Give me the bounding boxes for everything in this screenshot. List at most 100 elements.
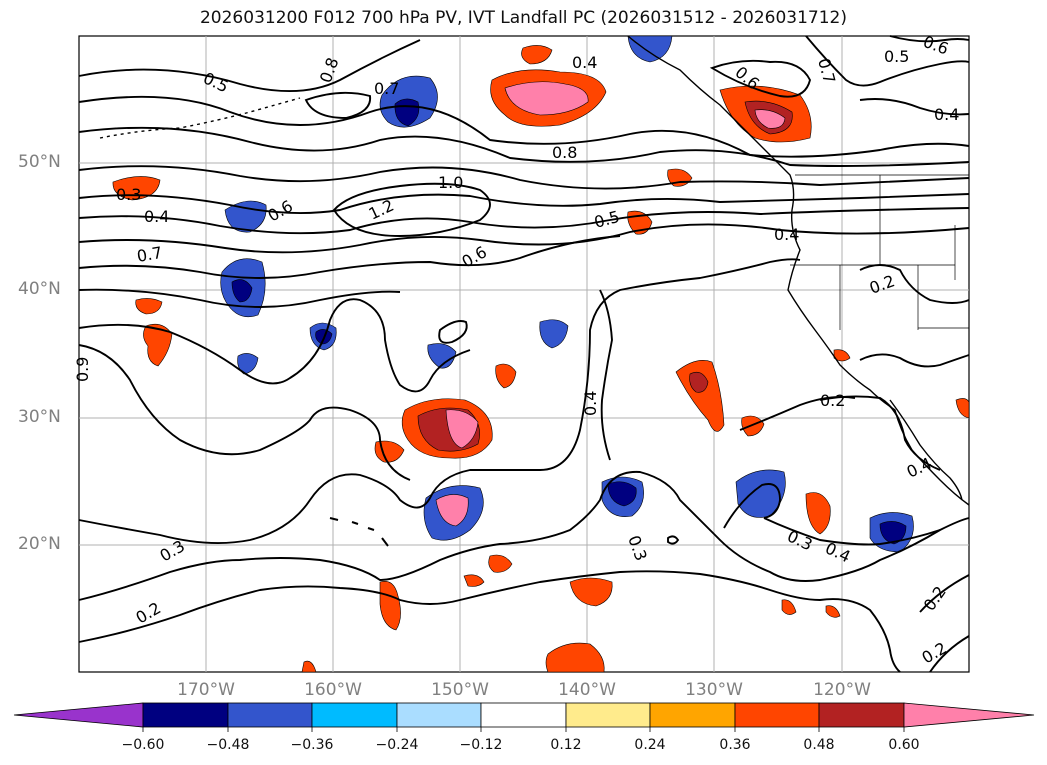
lon-label: 140°W bbox=[558, 680, 616, 700]
ivt-contour bbox=[78, 344, 411, 481]
ivt-contour bbox=[929, 635, 970, 673]
lon-label: 120°W bbox=[813, 680, 871, 700]
pv-blob bbox=[488, 554, 513, 573]
pv-blob bbox=[463, 574, 485, 587]
colorbar-tick: −0.36 bbox=[290, 737, 334, 753]
pv-blob bbox=[545, 642, 605, 673]
ivt-contours bbox=[78, 35, 970, 673]
lon-label: 160°W bbox=[304, 680, 362, 700]
lat-label: 50°N bbox=[18, 152, 61, 172]
colorbar-cell bbox=[142, 702, 229, 728]
lat-label: 30°N bbox=[18, 407, 61, 427]
colorbar-cell bbox=[649, 702, 736, 728]
pv-blob bbox=[135, 298, 163, 315]
pv-blob bbox=[143, 323, 173, 367]
ivt-contour bbox=[763, 517, 941, 546]
contour-label: 0.4 bbox=[774, 225, 799, 244]
ivt-contour bbox=[78, 207, 970, 235]
ivt-contour-closed bbox=[709, 59, 812, 98]
ivt-contour bbox=[78, 235, 621, 279]
lon-label: 130°W bbox=[685, 680, 743, 700]
contour-label: 0.2 bbox=[820, 391, 845, 410]
ivt-contour bbox=[723, 483, 781, 529]
colorbar-cell bbox=[480, 702, 567, 728]
baja-peninsula bbox=[889, 399, 963, 501]
colorbar-cell bbox=[311, 702, 398, 728]
pv-blob bbox=[735, 469, 786, 518]
ivt-contour-closed bbox=[304, 91, 372, 119]
pv-blob bbox=[879, 521, 907, 545]
ivt-contour-closed bbox=[332, 182, 491, 237]
contour-label: 0.4 bbox=[934, 105, 959, 124]
ivt-contour bbox=[78, 39, 421, 93]
pv-blob bbox=[805, 492, 831, 535]
pv-blob bbox=[689, 371, 709, 393]
pv-blob bbox=[237, 353, 259, 375]
contour-label: 0.7 bbox=[374, 79, 399, 98]
pv-blob bbox=[374, 440, 405, 463]
colorbar-cell bbox=[734, 702, 820, 728]
map-frame bbox=[78, 35, 970, 673]
aleutian-islands bbox=[99, 97, 301, 139]
ivt-contour bbox=[739, 395, 856, 431]
contour-label: 0.3 bbox=[116, 185, 141, 204]
pv-blob bbox=[495, 363, 517, 389]
pv-blob bbox=[955, 398, 970, 419]
pv-blob bbox=[781, 599, 797, 615]
map-title: 2026031200 F012 700 hPa PV, IVT Landfall… bbox=[199, 8, 847, 28]
ivt-contour bbox=[78, 570, 901, 673]
contour-label: 0.4 bbox=[572, 53, 597, 72]
ivt-contour bbox=[78, 193, 970, 214]
pv-blob bbox=[504, 81, 589, 116]
pv-blob bbox=[521, 45, 553, 65]
colorbar-tick: 0.24 bbox=[634, 737, 666, 753]
colorbar-cell bbox=[818, 702, 905, 728]
lat-label: 40°N bbox=[18, 279, 61, 299]
ivt-contour bbox=[599, 289, 613, 461]
colorbar-tick: −0.12 bbox=[459, 737, 503, 753]
contour-label: 0.4 bbox=[144, 207, 169, 226]
colorbar-tick: −0.24 bbox=[375, 737, 419, 753]
ivt-contour bbox=[805, 35, 970, 87]
ivt-contour bbox=[78, 223, 970, 254]
lon-label: 170°W bbox=[177, 680, 235, 700]
contour-label: 0.9 bbox=[73, 357, 92, 382]
contour-label: 0.7 bbox=[135, 243, 163, 266]
pv-blob bbox=[675, 360, 725, 432]
ivt-contour bbox=[78, 165, 970, 190]
ivt-contour bbox=[859, 98, 970, 116]
pv-blob bbox=[754, 109, 786, 129]
colorbar-under-arrow bbox=[13, 702, 144, 728]
ivt-contour bbox=[919, 574, 970, 613]
colorbar-cell bbox=[565, 702, 651, 728]
pv-blob bbox=[569, 577, 613, 607]
coastline bbox=[99, 35, 970, 547]
colorbar-tick: 0.36 bbox=[719, 737, 751, 753]
pv-blob bbox=[445, 409, 479, 449]
colorbar-tick: 0.12 bbox=[550, 737, 582, 753]
contour-label: 0.5 bbox=[884, 47, 909, 66]
contour-label: 1.0 bbox=[438, 173, 463, 192]
contour-label: 0.4 bbox=[581, 391, 600, 416]
pv-blob bbox=[231, 279, 253, 303]
pv-blob bbox=[435, 494, 469, 527]
ivt-contour bbox=[859, 353, 970, 368]
pv-blob bbox=[607, 481, 637, 507]
lon-label: 150°W bbox=[431, 680, 489, 700]
ivt-contour bbox=[78, 288, 401, 308]
pv-blob bbox=[825, 605, 841, 618]
pv-blob bbox=[627, 35, 673, 63]
colorbar-tick: −0.48 bbox=[206, 737, 250, 753]
ivt-contour bbox=[78, 258, 801, 544]
colorbar-cell bbox=[396, 702, 482, 728]
pv-blob bbox=[112, 176, 161, 201]
lat-label: 20°N bbox=[18, 534, 61, 554]
pv-blob bbox=[427, 343, 457, 369]
hawaii-islands bbox=[329, 517, 389, 547]
colorbar-over-arrow bbox=[903, 702, 1035, 728]
ivt-contour bbox=[78, 126, 970, 167]
colorbar-tick: 0.60 bbox=[888, 737, 920, 753]
ivt-contour bbox=[889, 35, 970, 43]
colorbar-tick: −0.60 bbox=[121, 737, 165, 753]
